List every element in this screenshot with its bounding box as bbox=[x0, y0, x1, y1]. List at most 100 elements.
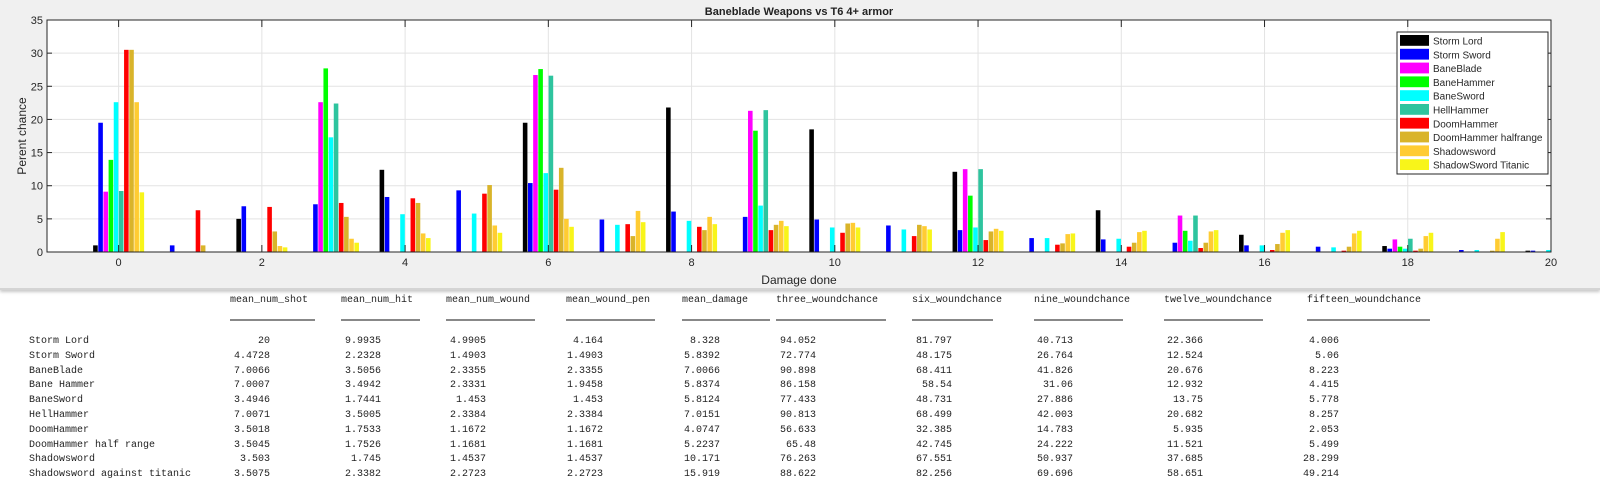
table-cell: 1.453 bbox=[572, 395, 603, 407]
bar-shadowsword-titanic bbox=[998, 230, 1004, 252]
bar-banesword bbox=[1116, 238, 1121, 252]
table-cell: 3.5045 bbox=[233, 439, 270, 451]
bar-shadowsword bbox=[277, 246, 283, 252]
legend-item-label[interactable]: DoomHammer bbox=[1433, 119, 1499, 130]
bar-shadowsword-titanic bbox=[712, 224, 718, 252]
bar-banesword bbox=[686, 220, 692, 252]
y-tick-label: 15 bbox=[31, 148, 43, 160]
bar-baneblade bbox=[962, 169, 968, 252]
legend-item-label[interactable]: HellHammer bbox=[1433, 106, 1489, 117]
table-cell: 7.0071 bbox=[233, 410, 270, 421]
bar-shadowsword-titanic bbox=[1285, 230, 1291, 252]
legend[interactable]: Storm Lord Storm Sword BaneBlade BaneHammer… bbox=[1396, 31, 1549, 175]
column-header: mean_num_hit bbox=[341, 295, 414, 306]
bar-storm-sword bbox=[599, 219, 605, 252]
bar-baneblade bbox=[748, 110, 753, 252]
bar-storm-sword bbox=[1315, 246, 1321, 252]
table-cell: 67.551 bbox=[915, 454, 952, 466]
bar-doomhammer-halfrange bbox=[415, 202, 421, 252]
table-cell: 41.826 bbox=[1036, 365, 1073, 377]
legend-item-label[interactable]: Storm Sword bbox=[1433, 50, 1491, 61]
x-tick-label: 18 bbox=[1402, 257, 1414, 269]
row-label: Shadowsword bbox=[29, 454, 96, 466]
bar-banehammer bbox=[323, 68, 329, 252]
table-cell: 69.696 bbox=[1036, 469, 1073, 481]
bar-storm-sword bbox=[98, 122, 103, 252]
table-cell: 1.1681 bbox=[449, 439, 486, 451]
column-header: fifteen_woundchance bbox=[1307, 295, 1422, 306]
table-cell: 1.1681 bbox=[566, 439, 603, 451]
bar-storm-lord bbox=[236, 218, 241, 252]
bar-storm-sword bbox=[384, 196, 390, 252]
bar-doomhammer-halfrange bbox=[773, 224, 779, 252]
bar-storm-sword bbox=[313, 204, 318, 252]
bar-storm-sword bbox=[169, 245, 175, 252]
legend-item-label[interactable]: DoomHammer halfrange bbox=[1433, 133, 1543, 144]
bar-banesword bbox=[1546, 250, 1551, 252]
bar-shadowsword bbox=[993, 228, 999, 252]
row-label: BaneBlade bbox=[29, 365, 84, 377]
table-cell: 7.0066 bbox=[683, 365, 720, 377]
legend-swatch bbox=[1400, 48, 1429, 60]
legend-item-label[interactable]: BaneBlade bbox=[1433, 64, 1482, 75]
legend-swatch bbox=[1400, 104, 1429, 115]
bar-storm-lord bbox=[1095, 210, 1101, 252]
bar-storm-sword bbox=[241, 206, 247, 252]
bar-shadowsword bbox=[778, 220, 784, 252]
table-cell: 12.932 bbox=[1166, 380, 1203, 392]
table-cell: 1.7526 bbox=[344, 439, 381, 451]
bar-banesword bbox=[1044, 238, 1050, 252]
bar-storm-lord bbox=[379, 169, 385, 252]
table-cell: 14.783 bbox=[1036, 424, 1073, 436]
bar-shadowsword-titanic bbox=[139, 192, 145, 252]
x-tick-label: 16 bbox=[1258, 257, 1270, 269]
bar-banesword bbox=[328, 137, 334, 252]
column-underline bbox=[230, 319, 315, 321]
bar-storm-lord bbox=[1525, 250, 1531, 252]
table-cell: 82.256 bbox=[915, 469, 952, 481]
table-cell: 1.1672 bbox=[566, 424, 603, 436]
column-header: mean_damage bbox=[682, 295, 749, 306]
bar-hellhammer bbox=[978, 169, 983, 252]
table-cell: 42.003 bbox=[1036, 410, 1073, 421]
bar-storm-sword bbox=[957, 230, 963, 252]
grid bbox=[47, 20, 1552, 252]
legend-item-label[interactable]: Storm Lord bbox=[1433, 37, 1482, 48]
bar-storm-sword bbox=[671, 211, 676, 252]
table-cell: 2.3384 bbox=[566, 410, 603, 421]
bar-doomhammer-halfrange bbox=[630, 236, 636, 252]
column-underline bbox=[1034, 319, 1123, 321]
bar-storm-lord bbox=[952, 171, 958, 252]
y-tick-label: 10 bbox=[31, 181, 43, 193]
bar-doomhammer-halfrange bbox=[487, 185, 492, 252]
table-cell: 3.5018 bbox=[233, 424, 270, 436]
table-cell: 72.774 bbox=[779, 350, 816, 362]
bar-doomhammer-halfrange bbox=[272, 231, 278, 252]
bar-shadowsword bbox=[1137, 232, 1142, 252]
legend-item-label[interactable]: ShadowSword Titanic bbox=[1433, 161, 1529, 172]
table-cell: 4.415 bbox=[1308, 380, 1339, 392]
x-tick-label: 2 bbox=[259, 257, 265, 269]
bar-shadowsword bbox=[564, 218, 569, 252]
table-cell: 1.4903 bbox=[566, 350, 603, 362]
legend-item-label[interactable]: BaneHammer bbox=[1433, 78, 1495, 89]
bar-chart: 0 5 10 15 20 25 30 35 0 2 4 6 8 10 12 14 16 18 20 Baneblad… bbox=[15, 6, 1557, 287]
table-cell: 3.5075 bbox=[233, 469, 270, 481]
table-cell: 32.385 bbox=[915, 424, 952, 436]
table-cell: 88.622 bbox=[779, 469, 816, 481]
table-cell: 26.764 bbox=[1036, 350, 1073, 362]
table-cell: 5.2237 bbox=[683, 439, 720, 451]
legend-item-label[interactable]: BaneSword bbox=[1433, 92, 1485, 103]
y-tick-label: 5 bbox=[37, 214, 43, 226]
y-tick-label: 25 bbox=[31, 81, 43, 93]
row-label: Storm Lord bbox=[29, 336, 90, 347]
bar-doomhammer-halfrange bbox=[344, 216, 349, 252]
bar-shadowsword bbox=[349, 238, 354, 252]
table-cell: 4.164 bbox=[572, 336, 603, 347]
x-tick-label: 4 bbox=[402, 257, 408, 269]
legend-item-label[interactable]: Shadowsword bbox=[1433, 147, 1496, 158]
bar-shadowsword-titanic bbox=[1213, 230, 1219, 252]
bar-doomhammer-halfrange bbox=[1131, 242, 1137, 252]
table-cell: 5.499 bbox=[1308, 439, 1339, 451]
table-cell: 2.3331 bbox=[449, 380, 486, 392]
